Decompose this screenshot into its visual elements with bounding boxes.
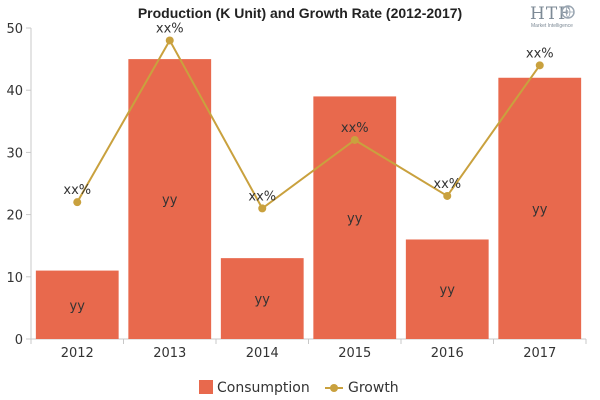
x-tick-label: 2014 [246, 346, 279, 361]
line-data-label: xx% [63, 183, 91, 198]
bar [35, 270, 119, 339]
bar-data-label: yy [440, 283, 456, 298]
x-tick-label: 2013 [153, 346, 186, 361]
bar-data-label: yy [255, 293, 271, 308]
legend: Consumption Growth [199, 380, 399, 396]
bar-data-label: yy [70, 299, 86, 314]
x-tick-label: 2016 [431, 346, 464, 361]
line-series [73, 36, 544, 213]
y-tick-label: 0 [15, 333, 23, 348]
legend-label-consumption: Consumption [217, 380, 310, 396]
bar [128, 59, 212, 339]
y-tick-label: 30 [6, 146, 23, 161]
bar [220, 258, 304, 339]
chart-title: Production (K Unit) and Growth Rate (201… [138, 5, 462, 21]
bar-data-label: yy [162, 193, 178, 208]
bar [405, 239, 489, 339]
legend-label-growth: Growth [348, 380, 399, 396]
line-point [165, 36, 174, 45]
line-data-label: xx% [341, 121, 369, 136]
line-data-label: xx% [156, 21, 184, 36]
line-labels: xx% xx% xx% xx% xx% xx% [63, 21, 553, 204]
bar-labels: yy yy yy yy yy yy [70, 193, 548, 314]
x-tick-label: 2017 [523, 346, 556, 361]
line-data-label: xx% [526, 46, 554, 61]
logo-wordmark: HTF [530, 4, 571, 24]
globe-lines-icon [562, 5, 574, 19]
line-point [535, 61, 544, 70]
y-tick-label: 50 [6, 22, 23, 37]
bar-data-label: yy [532, 202, 548, 217]
line-point [443, 191, 452, 200]
line-point [73, 198, 82, 207]
y-tick-label: 20 [6, 209, 23, 224]
bar [498, 77, 582, 339]
axes: 0 10 20 30 40 50 2012 2013 2014 2015 2016 2017 [6, 22, 587, 361]
y-tick-label: 10 [6, 271, 23, 286]
line-point [350, 135, 359, 144]
line-point [258, 204, 267, 213]
growth-line [76, 38, 541, 210]
line-data-label: xx% [433, 177, 461, 192]
line-data-label: xx% [248, 189, 276, 204]
x-tick-label: 2015 [338, 346, 371, 361]
x-tick-label: 2012 [61, 346, 94, 361]
brand-logo: HTF Market Intelligence [530, 4, 575, 29]
y-tick-label: 40 [6, 84, 23, 99]
bar-data-label: yy [347, 212, 363, 227]
bar-series [35, 59, 582, 339]
legend-swatch-consumption [199, 380, 213, 394]
logo-tagline: Market Intelligence [531, 23, 573, 29]
legend-marker-growth [330, 384, 338, 392]
